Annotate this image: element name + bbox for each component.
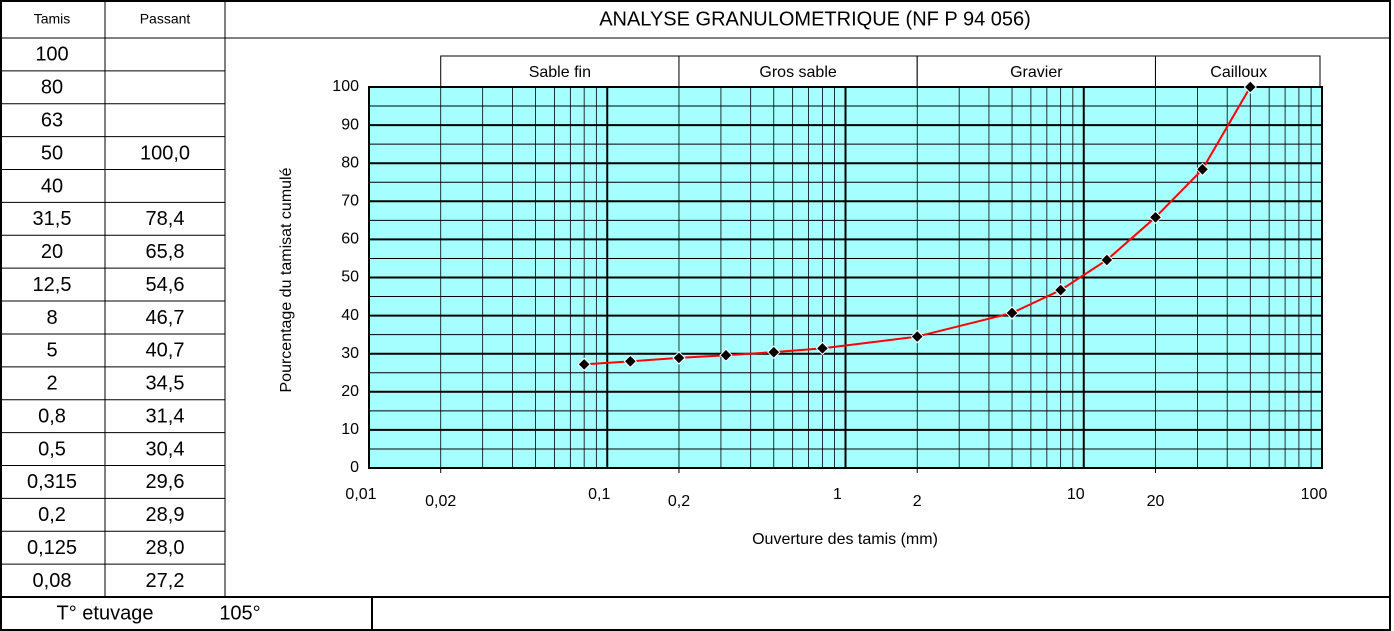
- zone-label: Cailloux: [1210, 64, 1267, 81]
- chart-title: ANALYSE GRANULOMETRIQUE (NF P 94 056): [599, 8, 1031, 30]
- y-tick-label: 50: [341, 269, 359, 286]
- footer-label: T° etuvage: [57, 602, 154, 624]
- table-cell: 0,8: [38, 405, 66, 427]
- point: [577, 357, 591, 372]
- table-cell: 40,7: [146, 340, 185, 362]
- x-tick-label: 0,1: [588, 486, 610, 503]
- table-cell: 20: [41, 241, 63, 263]
- x-axis-label: Ouverture des tamis (mm): [752, 531, 938, 548]
- table-cell: 31,5: [33, 208, 72, 230]
- point: [1148, 210, 1163, 225]
- x-tick-label: 2: [913, 493, 922, 510]
- table-cell: 100,0: [140, 142, 190, 164]
- table-cell: 34,5: [146, 373, 185, 395]
- footer-value: 105°: [219, 602, 260, 624]
- table-cell: 28,9: [146, 504, 185, 526]
- point: [1243, 80, 1257, 94]
- zone-box: [1154, 55, 1321, 88]
- point: [719, 348, 733, 362]
- table-cell: 8: [46, 307, 57, 329]
- x-tick-label: 1: [833, 486, 842, 503]
- zone-label: Gros sable: [759, 64, 836, 81]
- table-cell: 30,4: [146, 438, 185, 460]
- point: [1195, 162, 1210, 177]
- point: [910, 329, 924, 344]
- table-cell: 46,7: [146, 307, 185, 329]
- point: [815, 341, 830, 356]
- point: [1005, 306, 1019, 320]
- y-tick-label: 100: [332, 78, 359, 95]
- y-tick-label: 30: [341, 345, 359, 362]
- plot-border: [368, 86, 1323, 469]
- zone-box: [678, 55, 918, 88]
- table-cell: 0,125: [27, 537, 77, 559]
- table-cell: 12,5: [33, 274, 72, 296]
- y-tick-label: 60: [341, 231, 359, 248]
- table-cell: 31,4: [146, 405, 185, 427]
- table-cell: 0,315: [27, 471, 77, 493]
- y-tick-label: 40: [341, 307, 359, 324]
- table-cell: 0,2: [38, 504, 66, 526]
- x-tick-label: 0,01: [345, 486, 376, 503]
- y-tick-label: 10: [341, 421, 359, 438]
- table-cell: 80: [41, 77, 63, 99]
- y-tick-label: 80: [341, 154, 359, 171]
- table-cell: 54,6: [146, 274, 185, 296]
- zone-label: Gravier: [1010, 64, 1063, 81]
- x-tick-label: 100: [1301, 486, 1328, 503]
- point: [1053, 283, 1068, 297]
- y-tick-label: 20: [341, 383, 359, 400]
- table-cell: 40: [41, 175, 63, 197]
- point: [1100, 253, 1114, 267]
- x-tick-label: 20: [1147, 493, 1165, 510]
- table-cell: 78,4: [146, 208, 185, 230]
- table-cell: 63: [41, 109, 63, 131]
- table-cell: 0,08: [33, 570, 72, 592]
- point: [767, 345, 781, 359]
- y-axis-label: Pourcentage du tamisat cumulé: [278, 167, 295, 392]
- zone-box: [440, 55, 680, 88]
- table-header: Passant: [140, 11, 191, 27]
- zone-label: Sable fin: [529, 64, 591, 81]
- table-cell: 100: [35, 44, 68, 66]
- x-tick-label: 0,2: [668, 493, 690, 510]
- y-tick-label: 0: [350, 459, 359, 476]
- table-cell: 0,5: [38, 438, 66, 460]
- y-tick-label: 70: [341, 193, 359, 210]
- point: [623, 354, 638, 369]
- point: [672, 351, 686, 365]
- table-cell: 2: [46, 373, 57, 395]
- table-cell: 65,8: [146, 241, 185, 263]
- x-tick-label: 0,02: [425, 493, 456, 510]
- table-cell: 50: [41, 142, 63, 164]
- table-header: Tamis: [34, 11, 71, 27]
- table-cell: 27,2: [146, 570, 185, 592]
- table-cell: 29,6: [146, 471, 185, 493]
- table-cell: 28,0: [146, 537, 185, 559]
- x-tick-label: 10: [1067, 486, 1085, 503]
- table-cell: 5: [46, 340, 57, 362]
- y-tick-label: 90: [341, 116, 359, 133]
